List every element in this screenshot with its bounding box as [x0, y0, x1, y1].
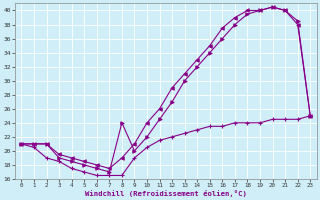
X-axis label: Windchill (Refroidissement éolien,°C): Windchill (Refroidissement éolien,°C)	[85, 190, 247, 197]
